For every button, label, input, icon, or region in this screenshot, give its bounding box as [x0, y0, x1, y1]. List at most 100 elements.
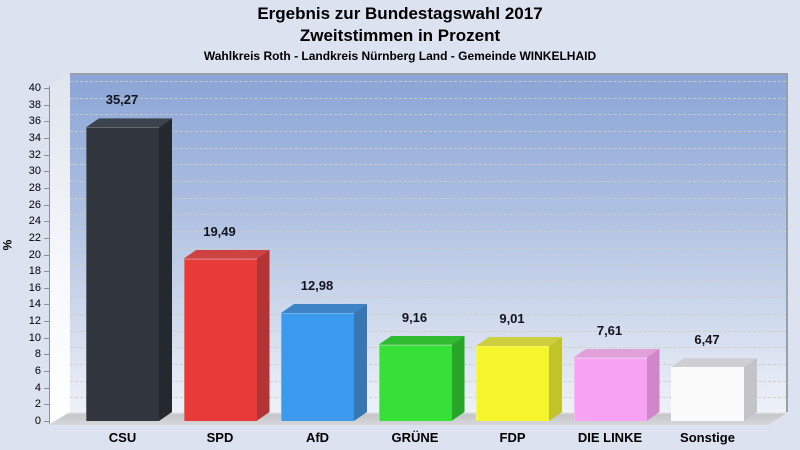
gridline	[70, 197, 786, 199]
y-tick-label: 22	[28, 231, 41, 244]
bar-side-face	[451, 335, 465, 421]
bar-afd: 12,98	[281, 278, 367, 421]
category-label-afd: AfD	[305, 430, 330, 445]
y-tick-label: 2	[34, 398, 41, 411]
chart-title: Ergebnis zur Bundestagswahl 2017	[257, 4, 543, 23]
bar-top-face	[671, 358, 757, 368]
gridline	[70, 147, 786, 149]
bar-csu: 35,27	[86, 92, 172, 421]
chart-region-subtitle: Wahlkreis Roth - Landkreis Nürnberg Land…	[203, 49, 597, 63]
bar-value-label: 9,01	[499, 310, 525, 326]
gridline	[70, 330, 786, 332]
y-tick-mark	[44, 154, 49, 156]
y-tick-label: 24	[28, 215, 41, 228]
y-tick-mark	[44, 387, 49, 389]
y-tick-mark	[44, 287, 49, 289]
y-tick-mark	[44, 187, 49, 189]
bar-grüne: 9,16	[378, 310, 465, 421]
chart-header: Ergebnis zur Bundestagswahl 2017 Zweitst…	[0, 3, 800, 64]
y-tick-label: 10	[28, 331, 41, 344]
y-tick-label: 14	[28, 298, 41, 311]
y-tick-label: 6	[34, 365, 41, 378]
y-tick-label: 38	[28, 98, 41, 111]
y-tick-mark	[44, 354, 49, 356]
y-tick-mark	[44, 171, 49, 173]
bar-top-face	[86, 118, 172, 128]
y-tick-label: 36	[28, 115, 41, 128]
bar-side-face	[646, 348, 660, 421]
y-tick-label: 40	[28, 82, 41, 94]
bar-value-label: 6,47	[694, 332, 720, 348]
bar-top-face	[281, 303, 367, 313]
bar-side-face	[744, 358, 757, 421]
plot-left-wall	[49, 73, 70, 424]
bar-front-face	[671, 367, 744, 421]
category-label-csu: CSU	[108, 430, 137, 445]
gridline	[70, 114, 786, 116]
gridline	[70, 297, 786, 299]
category-label-spd: SPD	[206, 430, 234, 445]
category-label-fdp: FDP	[499, 430, 526, 445]
y-tick-mark	[44, 304, 49, 306]
category-label-die-linke: DIE LINKE	[577, 430, 643, 445]
y-tick-mark	[44, 404, 49, 406]
gridline	[70, 81, 786, 82]
bar-side-face	[549, 336, 562, 421]
gridline	[70, 214, 786, 216]
bar-side-face	[159, 118, 172, 421]
bar-spd: 19,49	[183, 224, 270, 421]
bar-front-face	[476, 345, 549, 421]
bar-top-face	[573, 348, 660, 358]
y-tick-mark	[44, 421, 49, 422]
y-tick-mark	[44, 321, 49, 323]
y-tick-mark	[44, 221, 49, 223]
category-label-grüne: GRÜNE	[391, 430, 439, 445]
y-tick-label: 30	[28, 165, 41, 178]
gridline	[70, 314, 786, 316]
bar-value-label: 35,27	[105, 92, 139, 108]
y-tick-label: 26	[28, 198, 41, 211]
gridline	[70, 264, 786, 266]
y-tick-mark	[44, 204, 49, 206]
y-tick-mark	[44, 88, 49, 89]
bar-value-label: 19,49	[203, 223, 236, 239]
y-tick-label: 28	[28, 181, 41, 194]
gridline	[70, 180, 786, 182]
y-tick-mark	[44, 254, 49, 256]
gridline	[70, 164, 786, 166]
gridline	[70, 130, 786, 132]
y-tick-mark	[44, 237, 49, 239]
bar-side-face	[256, 249, 270, 421]
bar-front-face	[573, 357, 647, 421]
gridline	[70, 97, 786, 99]
y-tick-label: 4	[34, 381, 41, 394]
y-tick-label: 20	[28, 248, 41, 261]
gridline	[70, 280, 786, 282]
y-tick-label: 16	[28, 281, 41, 294]
bar-top-face	[476, 336, 562, 346]
y-tick-mark	[44, 337, 49, 339]
bar-side-face	[354, 303, 367, 421]
bar-sonstige: 6,47	[671, 332, 757, 421]
bar-die-linke: 7,61	[573, 323, 660, 421]
plot-area: 0 2 4 6 8 10 12 14 16 18 20 22 24 26 28 30 32 34 36 38 40 35…	[29, 73, 790, 445]
chart-title-line2: Zweitstimmen in Prozent	[299, 26, 501, 45]
y-tick-label: 0	[34, 415, 41, 427]
bar-value-label: 9,16	[401, 309, 428, 325]
bar-top-face	[378, 335, 465, 345]
y-tick-label: 18	[28, 265, 41, 278]
bar-top-face	[183, 249, 270, 259]
y-tick-mark	[44, 271, 49, 273]
bar-value-label: 12,98	[300, 277, 334, 293]
category-label-sonstige: Sonstige	[680, 430, 735, 445]
y-tick-mark	[44, 121, 49, 123]
y-tick-mark	[44, 371, 49, 373]
bar-fdp: 9,01	[476, 311, 562, 421]
y-tick-label: 12	[28, 315, 41, 328]
bar-front-face	[281, 312, 354, 421]
y-tick-mark	[44, 137, 49, 139]
y-tick-label: 32	[28, 148, 41, 161]
gridline	[70, 247, 786, 249]
y-tick-mark	[44, 104, 49, 106]
